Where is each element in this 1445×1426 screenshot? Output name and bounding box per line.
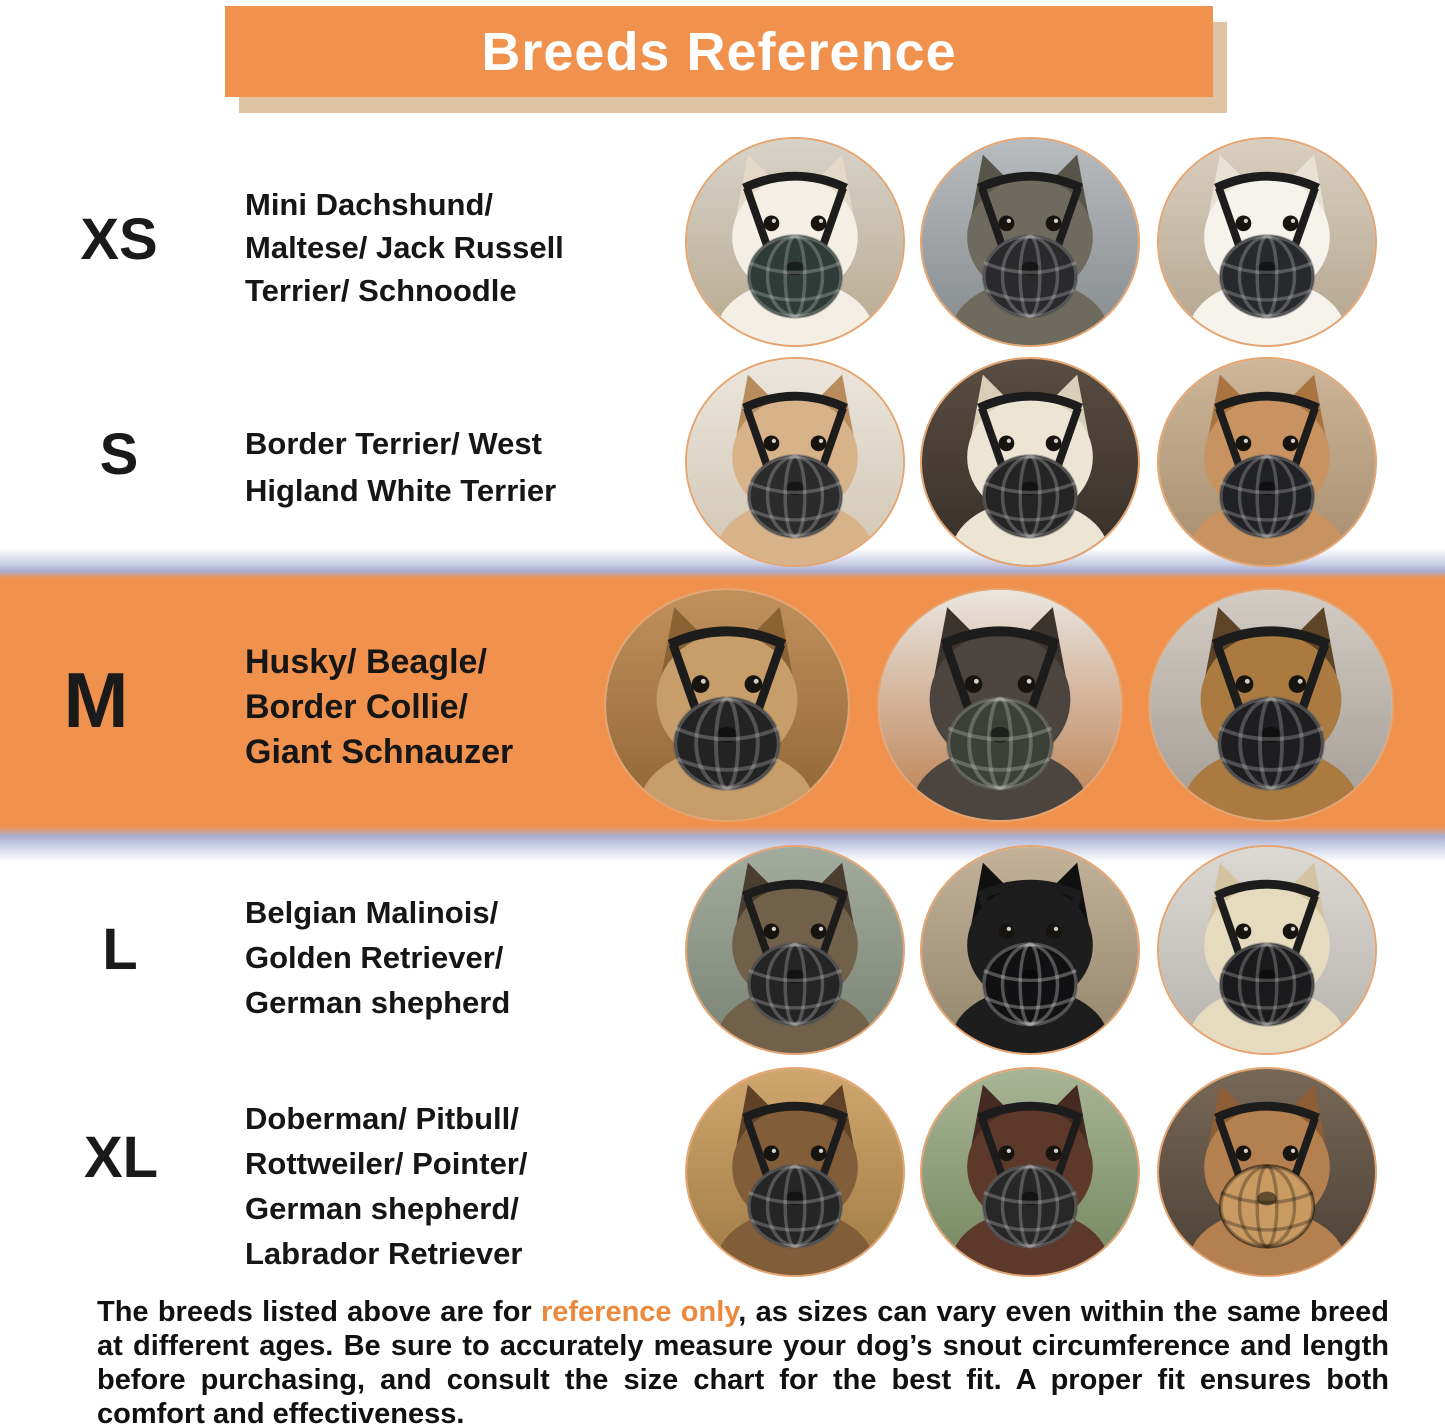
breed-line: German shepherd/ xyxy=(245,1191,519,1226)
breed-line: Labrador Retriever xyxy=(245,1236,523,1271)
breeds-text: Border Terrier/ West Higland White Terrie… xyxy=(245,420,556,514)
footer-text-before: The breeds listed above are for xyxy=(97,1296,541,1328)
dog-photo-art xyxy=(1159,847,1375,1053)
breeds-text: Mini Dachshund/Maltese/ Jack Russell Terr… xyxy=(245,183,564,312)
dog-photo xyxy=(1148,588,1394,822)
breed-line: Maltese/ Jack Russell xyxy=(245,230,564,265)
dog-photo-art xyxy=(687,1069,903,1275)
dog-photo xyxy=(920,1067,1140,1277)
footer-note: The breeds listed above are for referenc… xyxy=(97,1295,1389,1426)
dog-photo-art xyxy=(879,590,1121,820)
dog-photo xyxy=(685,137,905,347)
breeds-text: Husky/ Beagle/Border Collie/Giant Schnau… xyxy=(245,640,513,775)
breed-line: Terrier/ Schnoodle xyxy=(245,273,517,308)
dog-photo-art xyxy=(606,590,848,820)
dog-photo-art xyxy=(922,139,1138,345)
breed-line: Mini Dachshund/ xyxy=(245,187,493,222)
title-banner: Breeds Reference xyxy=(225,6,1213,97)
breed-line: Border Terrier/ West xyxy=(245,426,542,461)
dog-photo-art xyxy=(1159,359,1375,565)
dog-photo xyxy=(685,357,905,567)
breed-line: Husky/ Beagle/ xyxy=(245,643,487,681)
dog-photo xyxy=(685,845,905,1055)
breed-line: Border Collie/ xyxy=(245,688,468,726)
footer-text-after: , as sizes can vary even within the same… xyxy=(97,1296,1389,1426)
dog-photo xyxy=(1157,357,1377,567)
dog-photo-art xyxy=(687,359,903,565)
dog-photo xyxy=(1157,137,1377,347)
dog-photo-art xyxy=(922,847,1138,1053)
dog-photo xyxy=(920,357,1140,567)
dog-photo xyxy=(920,137,1140,347)
dog-photo xyxy=(1157,1067,1377,1277)
breed-line: Doberman/ Pitbull/ xyxy=(245,1101,519,1136)
dog-photo xyxy=(877,588,1123,822)
breeds-text: Doberman/ Pitbull/Rottweiler/ Pointer/Ge… xyxy=(245,1096,527,1276)
size-label-s: S xyxy=(99,422,139,487)
breed-line: Golden Retriever/ xyxy=(245,940,504,975)
dog-photo xyxy=(1157,845,1377,1055)
dog-photo-art xyxy=(922,1069,1138,1275)
breed-line: German shepherd xyxy=(245,985,511,1020)
dog-photo-art xyxy=(687,847,903,1053)
page-title: Breeds Reference xyxy=(481,21,957,82)
size-label-l: L xyxy=(102,917,138,982)
breed-line: Giant Schnauzer xyxy=(245,733,514,771)
breed-line: Belgian Malinois/ xyxy=(245,895,499,930)
dog-photo-art xyxy=(1159,1069,1375,1275)
reference-only-highlight: reference only xyxy=(540,1296,739,1328)
dog-photo xyxy=(920,845,1140,1055)
dog-photo-art xyxy=(1159,139,1375,345)
dog-photo-art xyxy=(687,139,903,345)
size-label-xl: XL xyxy=(83,1125,159,1190)
breed-line: Rottweiler/ Pointer/ xyxy=(245,1146,528,1181)
dog-photo xyxy=(685,1067,905,1277)
dog-photo xyxy=(604,588,850,822)
dog-photo-art xyxy=(1150,590,1392,820)
dog-photo-art xyxy=(922,359,1138,565)
breed-line: Higland White Terrier xyxy=(245,473,557,508)
size-label-m: M xyxy=(63,656,129,744)
size-label-xs: XS xyxy=(80,207,158,272)
breeds-text: Belgian Malinois/Golden Retriever/German… xyxy=(245,890,510,1025)
